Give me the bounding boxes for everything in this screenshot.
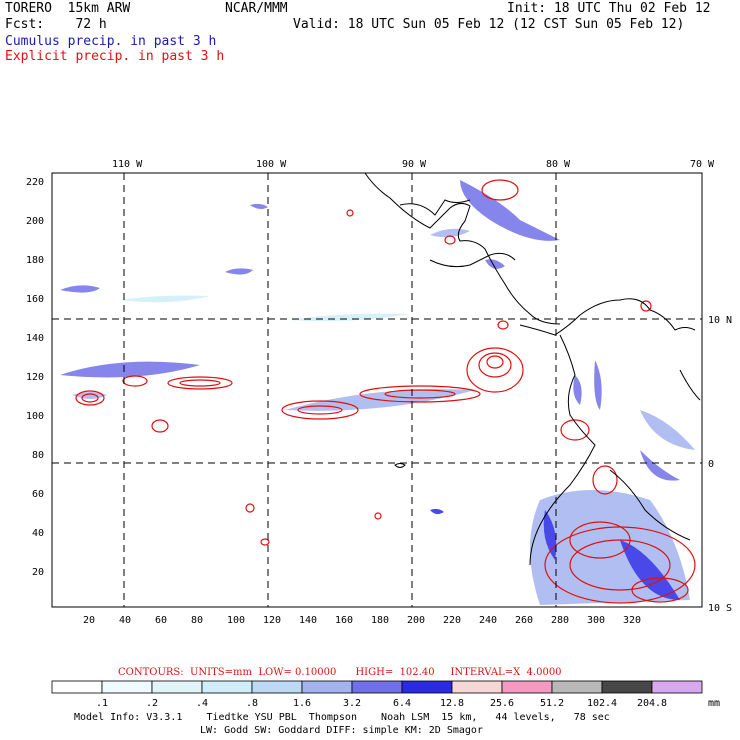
legend-swatch bbox=[351, 680, 403, 694]
explicit-precip-contours bbox=[75, 179, 696, 604]
y-tick: 100 bbox=[26, 411, 44, 422]
y-tick: 180 bbox=[26, 255, 44, 266]
x-tick: 20 bbox=[83, 615, 95, 626]
legend-value: .2 bbox=[146, 698, 158, 709]
legend-value: .8 bbox=[246, 698, 258, 709]
x-tick: 100 bbox=[227, 615, 245, 626]
x-tick: 80 bbox=[191, 615, 203, 626]
lon-label-110w: 110 W bbox=[112, 159, 143, 170]
legend-swatch bbox=[151, 680, 203, 694]
legend-value: 51.2 bbox=[540, 698, 564, 709]
legend-swatch bbox=[51, 680, 103, 694]
legend-swatch bbox=[601, 680, 653, 694]
explicit-precip-label: Explicit precip. in past 3 h bbox=[5, 49, 225, 64]
y-axis-ticks: 220 200 180 160 140 120 100 80 60 40 20 bbox=[26, 177, 44, 578]
lat-label-0: 0 bbox=[708, 459, 714, 470]
lon-label-100w: 100 W bbox=[256, 159, 287, 170]
x-tick: 200 bbox=[407, 615, 425, 626]
y-tick: 40 bbox=[32, 528, 44, 539]
y-tick: 160 bbox=[26, 294, 44, 305]
legend-swatch bbox=[651, 680, 703, 694]
cumulus-precip-label: Cumulus precip. in past 3 h bbox=[5, 34, 217, 49]
lon-label-70w: 70 W bbox=[690, 159, 715, 170]
legend-swatch bbox=[501, 680, 553, 694]
init-time: Init: 18 UTC Thu 02 Feb 12 bbox=[507, 1, 711, 16]
y-tick: 120 bbox=[26, 372, 44, 383]
lat-lon-grid bbox=[52, 173, 702, 607]
x-tick: 140 bbox=[299, 615, 317, 626]
legend-swatch bbox=[301, 680, 353, 694]
y-tick: 20 bbox=[32, 567, 44, 578]
model-title: TORERO 15km ARW bbox=[5, 1, 131, 16]
legend-value: 204.8 bbox=[637, 698, 667, 709]
forecast-hour: Fcst: 72 h bbox=[5, 17, 107, 32]
legend-swatch bbox=[201, 680, 253, 694]
model-info-line1: Model Info: V3.3.1 Tiedtke YSU PBL Thomp… bbox=[74, 712, 610, 723]
legend-value: .4 bbox=[196, 698, 208, 709]
lon-label-90w: 90 W bbox=[402, 159, 427, 170]
y-tick: 200 bbox=[26, 216, 44, 227]
x-tick: 240 bbox=[479, 615, 497, 626]
legend-value: 1.6 bbox=[293, 698, 311, 709]
x-tick: 280 bbox=[551, 615, 569, 626]
x-tick: 300 bbox=[587, 615, 605, 626]
x-tick: 160 bbox=[335, 615, 353, 626]
legend-value: 12.8 bbox=[440, 698, 464, 709]
x-tick: 220 bbox=[443, 615, 461, 626]
legend-swatch bbox=[551, 680, 603, 694]
legend-swatch bbox=[251, 680, 303, 694]
y-tick: 80 bbox=[32, 450, 44, 461]
organization-label: NCAR/MMM bbox=[225, 1, 288, 16]
lon-label-80w: 80 W bbox=[546, 159, 571, 170]
x-tick: 60 bbox=[155, 615, 167, 626]
legend-unit: mm bbox=[708, 698, 720, 709]
x-tick: 120 bbox=[263, 615, 281, 626]
x-tick: 40 bbox=[119, 615, 131, 626]
x-tick: 260 bbox=[515, 615, 533, 626]
legend-swatch bbox=[401, 680, 453, 694]
x-tick: 180 bbox=[371, 615, 389, 626]
lat-label-10n: 10 N bbox=[708, 315, 732, 326]
legend-value: .1 bbox=[96, 698, 108, 709]
legend-swatch bbox=[101, 680, 153, 694]
model-info-line2: LW: Godd SW: Goddard DIFF: simple KM: 2D… bbox=[200, 725, 483, 736]
y-tick: 140 bbox=[26, 333, 44, 344]
legend-swatch bbox=[451, 680, 503, 694]
legend-color-bar bbox=[51, 680, 703, 694]
legend-value: 102.4 bbox=[587, 698, 617, 709]
legend-value: 25.6 bbox=[490, 698, 514, 709]
valid-time: Valid: 18 UTC Sun 05 Feb 12 (12 CST Sun … bbox=[293, 17, 685, 32]
legend-value: 3.2 bbox=[343, 698, 361, 709]
contour-info: CONTOURS: UNITS=mm LOW= 0.10000 HIGH= 10… bbox=[118, 667, 562, 678]
coastlines bbox=[364, 172, 701, 566]
y-tick: 60 bbox=[32, 489, 44, 500]
legend-value: 6.4 bbox=[393, 698, 411, 709]
lat-label-10s: 10 S bbox=[708, 603, 732, 614]
legend-value-labels: .1 .2 .4 .8 1.6 3.2 6.4 12.8 25.6 51.2 102.4 204.8 bbox=[96, 698, 667, 709]
y-tick: 220 bbox=[26, 177, 44, 188]
x-tick: 320 bbox=[623, 615, 641, 626]
x-axis-ticks: 20 40 60 80 100 120 140 160 180 200 220 … bbox=[83, 615, 641, 626]
